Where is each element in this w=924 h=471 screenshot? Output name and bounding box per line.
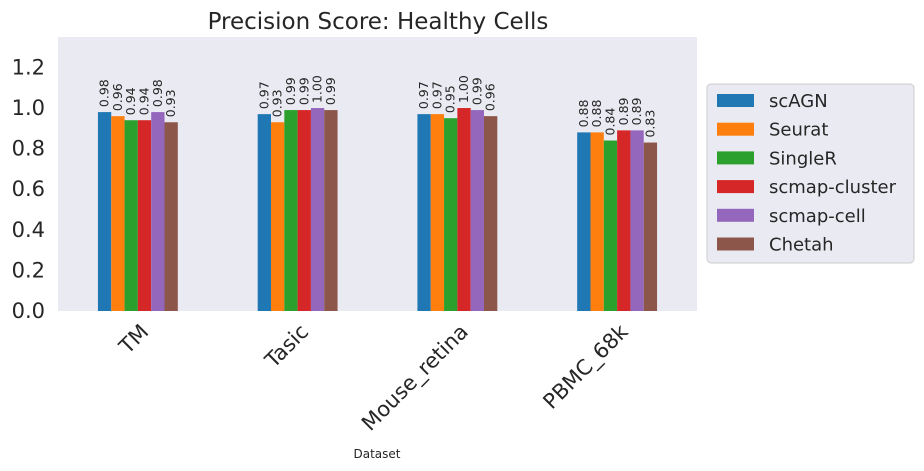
bar-scmap-cluster-tasic [297,110,311,311]
x-axis-label: Dataset [354,447,401,461]
legend-label: SingleR [769,148,837,169]
bar-scmap-cell-mouse_retina [470,110,484,311]
legend-swatch [717,94,754,107]
bar-scmap-cell-tasic [310,108,325,311]
bar-singler-tasic [284,110,298,311]
bar-value-label: 0.96 [110,83,125,111]
bar-value-label: 0.96 [483,83,498,111]
bar-value-label: 0.89 [616,97,631,125]
bar-value-label: 0.93 [163,89,178,117]
bar-seurat-pbmc_68k [590,132,604,311]
y-tick-label: 0.2 [12,258,45,282]
bar-singler-mouse_retina [444,118,458,312]
bar-value-label: 0.97 [429,81,444,109]
y-tick-label: 0.8 [12,137,45,161]
bar-value-label: 0.97 [416,81,431,109]
bar-seurat-tm [111,116,125,312]
bar-value-label: 0.89 [629,97,644,125]
bar-value-label: 0.95 [443,85,458,113]
bar-value-label: 0.99 [283,77,298,105]
bar-value-label: 0.99 [469,77,484,105]
bar-value-label: 1.00 [310,75,325,103]
legend-label: scmap-cluster [769,177,897,198]
legend-swatch [717,151,754,165]
bar-scmap-cluster-mouse_retina [457,108,471,311]
bar-value-label: 0.88 [589,100,604,128]
bar-value-label: 0.98 [150,79,165,107]
bar-scagn-tm [97,112,112,311]
x-tick-label: PBMC_68k [538,319,634,415]
legend-swatch [717,180,754,194]
bar-value-label: 0.99 [296,77,311,105]
x-tick-label: TM [114,320,154,360]
y-tick-label: 1.0 [12,96,45,120]
bar-chetah-mouse_retina [484,116,498,312]
chart-title: Precision Score: Healthy Cells [208,9,549,35]
y-tick-label: 0.4 [12,218,45,242]
bar-value-label: 0.94 [137,87,152,115]
legend-label: Chetah [769,235,834,256]
x-tick-label: Tasic [260,320,313,373]
y-tick-label: 0.0 [12,299,45,323]
bar-scmap-cell-tm [151,112,165,311]
bar-scagn-mouse_retina [417,114,431,312]
bar-scagn-tasic [257,114,271,312]
bar-value-label: 0.84 [602,108,617,136]
bars-group [97,108,658,312]
bar-chetah-tm [164,122,178,311]
bar-value-label: 0.94 [123,87,138,115]
legend-swatch [717,237,754,251]
x-axis: TM Tasic Mouse_retina PBMC_68k [114,319,634,436]
legend: scAGN Seurat SingleR scmap-cluster scmap-cel… [706,83,915,264]
data-labels-group: 0.980.960.940.940.980.93 0.970.930.990.99… [97,75,658,137]
legend-label: Seurat [769,120,828,141]
bar-scmap-cell-pbmc_68k [630,130,644,311]
bar-seurat-mouse_retina [430,114,445,312]
bar-value-label: 0.98 [97,79,112,107]
bar-chetah-tasic [324,110,338,311]
y-tick-label: 1.2 [12,55,45,79]
bar-scagn-pbmc_68k [577,132,591,311]
bar-value-label: 0.99 [323,77,338,105]
bar-chetah-pbmc_68k [643,142,658,311]
y-tick-label: 0.6 [12,177,45,201]
bar-scmap-cluster-pbmc_68k [617,130,631,311]
bar-value-label: 0.93 [270,89,285,117]
legend-label: scAGN [769,91,828,112]
legend-swatch [717,122,754,136]
bar-scmap-cluster-tm [137,120,152,311]
legend-label: scmap-cell [769,206,866,227]
bar-value-label: 0.97 [256,81,271,109]
bar-value-label: 1.00 [456,75,471,103]
bar-value-label: 0.88 [576,100,591,128]
legend-box [706,83,915,264]
bar-value-label: 0.83 [642,110,657,138]
y-axis: 0.0 0.2 0.4 0.6 0.8 1.0 1.2 [12,55,45,323]
x-tick-label: Mouse_retina [357,320,474,437]
legend-swatch [717,208,754,222]
bar-singler-tm [124,120,138,311]
bar-singler-pbmc_68k [603,140,618,311]
bar-seurat-tasic [271,122,285,311]
